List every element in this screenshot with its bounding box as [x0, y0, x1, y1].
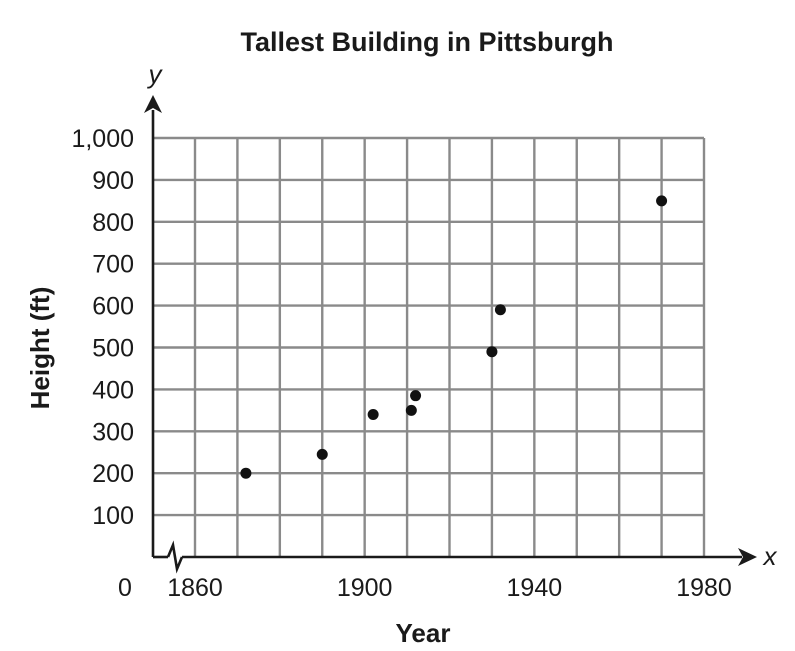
y-axis-label: Height (ft)	[25, 287, 55, 410]
data-points	[240, 195, 668, 479]
data-point	[405, 404, 417, 416]
x-axis-arrow	[738, 548, 757, 566]
y-axis-arrow	[144, 95, 162, 113]
data-point	[656, 195, 668, 207]
x-axis-break	[166, 540, 184, 574]
origin-label: 0	[118, 574, 132, 602]
y-tick-label: 700	[92, 251, 134, 279]
data-point	[240, 467, 252, 479]
y-tick-label: 500	[92, 335, 134, 363]
tick-labels: 100 200 300 400 500 600 700 800 900 1,000 1860 1900…	[71, 125, 731, 602]
axes	[144, 95, 757, 574]
data-point	[486, 346, 498, 358]
y-tick-label: 300	[92, 418, 134, 446]
y-tick-label: 100	[92, 502, 134, 530]
x-tick-label: 1980	[676, 574, 732, 602]
y-tick-label: 400	[92, 376, 134, 404]
data-point	[494, 304, 506, 316]
data-point	[316, 448, 328, 460]
y-tick-label: 600	[92, 293, 134, 321]
x-axis-label: Year	[396, 618, 451, 648]
chart-title: Tallest Building in Pittsburgh	[241, 27, 614, 57]
y-tick-label: 200	[92, 460, 134, 488]
y-axis-variable: y	[147, 59, 164, 89]
x-tick-label: 1900	[337, 574, 393, 602]
y-tick-label: 800	[92, 209, 134, 237]
x-tick-label: 1940	[507, 574, 563, 602]
data-point	[367, 409, 379, 421]
x-tick-label: 1860	[167, 574, 223, 602]
plot-grid	[153, 136, 706, 557]
x-axis-variable: x	[762, 541, 778, 571]
data-point	[410, 390, 422, 402]
y-tick-label: 900	[92, 167, 134, 195]
y-tick-label: 1,000	[71, 125, 134, 153]
